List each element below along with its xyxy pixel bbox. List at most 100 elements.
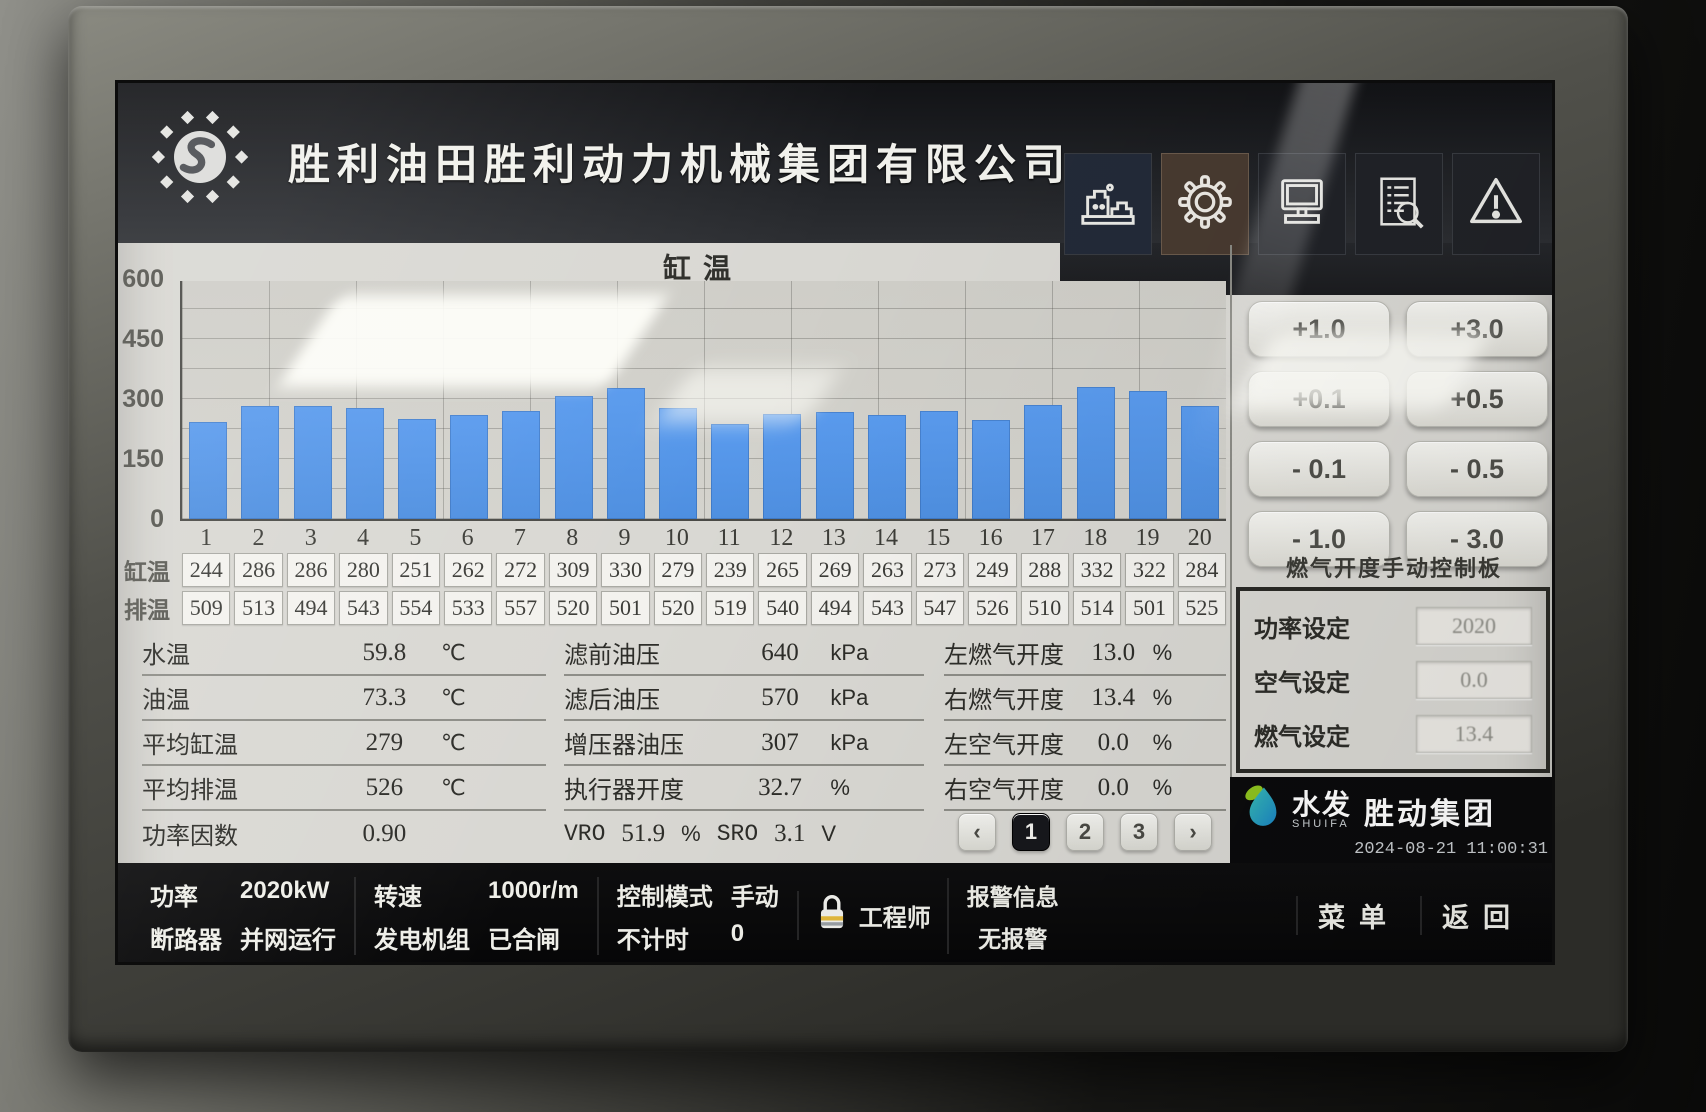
param-value: 570 — [761, 683, 799, 711]
chart-bar — [241, 405, 280, 519]
x-tick-label: 11 — [717, 525, 741, 551]
page-1-button[interactable]: 1 — [1012, 813, 1050, 851]
adjust-minus-1.0-button[interactable]: - 1.0 — [1248, 511, 1390, 567]
cyl-temp-cell: 330 — [601, 553, 650, 587]
page-2-button[interactable]: 2 — [1066, 813, 1104, 851]
gas-setpoint-field[interactable]: 13.4 — [1416, 715, 1532, 753]
status-value: 0 — [730, 919, 745, 947]
chart-bar — [502, 411, 541, 519]
setpoint-row: 燃气设定 13.4 — [1254, 715, 1532, 753]
x-tick-label: 15 — [926, 525, 951, 551]
exh-temp-cell: 543 — [863, 591, 912, 625]
status-group: 转速 1000r/m 发电机组 已合闸 — [354, 876, 597, 955]
brand-name-cn: 水发 — [1292, 789, 1353, 820]
param-label: 水温 — [142, 642, 190, 669]
cyl-temp-cell: 249 — [968, 553, 1017, 587]
param-unit: % — [1152, 684, 1173, 710]
x-tick-label: 3 — [304, 525, 317, 551]
param-label: SRO — [716, 820, 759, 847]
cyl-temp-cell: 239 — [706, 553, 755, 587]
status-value: 并网运行 — [240, 926, 336, 954]
menu-button[interactable]: 菜单 — [1296, 896, 1420, 935]
adjust-minus-3.0-button[interactable]: - 3.0 — [1406, 511, 1548, 567]
status-value: 2020kW — [240, 876, 330, 904]
chart-bar — [919, 410, 958, 519]
adjust-minus-0.1-button[interactable]: - 0.1 — [1248, 441, 1390, 497]
page-prev-button[interactable]: ‹ — [958, 813, 996, 851]
company-emblem-icon — [148, 105, 252, 214]
param-label: 平均排温 — [142, 777, 238, 804]
cyl-temp-cell: 262 — [444, 553, 493, 587]
cyl-temp-row-label: 缸温 — [124, 559, 170, 585]
back-button[interactable]: 返回 — [1420, 896, 1544, 935]
nav-genset-button[interactable] — [1064, 153, 1152, 255]
param-label: 功率因数 — [142, 823, 238, 850]
engineer-login-button[interactable]: 工程师 — [796, 891, 947, 940]
param-label: 执行器开度 — [564, 777, 684, 804]
nav-settings-button[interactable] — [1161, 153, 1249, 255]
chart-bar — [1128, 391, 1167, 519]
cyl-temp-cell: 284 — [1177, 553, 1227, 587]
param-label: 平均缸温 — [142, 732, 238, 759]
cyl-temp-cell: 332 — [1072, 553, 1122, 587]
nav-alarm-button[interactable] — [1452, 153, 1540, 255]
adjust-minus-0.5-button[interactable]: - 0.5 — [1406, 441, 1548, 497]
nav-monitor-button[interactable] — [1258, 153, 1346, 255]
param-value: 0.0 — [1097, 773, 1129, 801]
setpoint-panel: 功率设定 2020 空气设定 0.0 燃气设定 13.4 — [1236, 587, 1550, 773]
exh-temp-cell: 514 — [1072, 591, 1122, 625]
param-row: 滤前油压 640 kPa — [564, 631, 924, 676]
status-label: 控制模式 — [616, 883, 713, 911]
x-tick-label: 6 — [461, 525, 474, 551]
x-tick-label: 14 — [874, 525, 898, 551]
param-column-1: 水温 59.8 ℃ 油温 73.3 ℃ 平均缸温 279 ℃ 平均排温 526 ℃ 功率因数 0.90 — [142, 631, 546, 856]
page-next-button[interactable]: › — [1174, 813, 1212, 851]
y-tick-label: 150 — [122, 445, 164, 474]
param-value: 526 — [365, 773, 404, 801]
x-tick-label: 13 — [821, 525, 846, 551]
param-value: 640 — [761, 638, 799, 666]
alarm-info-button[interactable]: 报警信息 无报警 — [946, 877, 1077, 954]
adjust-plus-3.0-button[interactable]: +3.0 — [1406, 301, 1548, 357]
nav-report-button[interactable] — [1355, 153, 1443, 255]
param-unit: ℃ — [440, 639, 466, 665]
cyl-temp-cell: 263 — [863, 553, 912, 587]
x-tick-label: 12 — [769, 525, 794, 551]
exh-temp-cell: 494 — [286, 591, 336, 625]
exh-temp-cell: 519 — [706, 591, 755, 625]
page-3-button[interactable]: 3 — [1120, 813, 1158, 851]
x-tick-label: 16 — [978, 525, 1003, 551]
cyl-temp-cell: 288 — [1020, 553, 1069, 587]
chart-bar — [293, 405, 332, 519]
y-tick-label: 600 — [122, 265, 164, 294]
y-tick-label: 450 — [122, 325, 164, 354]
cyl-temp-cell: 309 — [548, 553, 598, 587]
param-unit: kPa — [830, 729, 869, 755]
chart-title: 缸温 — [662, 253, 743, 284]
param-row: 增压器油压 307 kPa — [564, 721, 924, 766]
adjust-plus-0.5-button[interactable]: +0.5 — [1406, 371, 1548, 427]
param-unit: ℃ — [440, 684, 466, 710]
param-label: 左燃气开度 — [944, 642, 1064, 669]
x-tick-label: 9 — [618, 525, 631, 551]
power-setpoint-field[interactable]: 2020 — [1416, 607, 1532, 645]
param-label: VRO — [564, 820, 606, 847]
param-row: 右空气开度 0.0% — [944, 766, 1226, 811]
exh-temp-cell: 526 — [968, 591, 1017, 625]
nav-icon-bar — [1064, 153, 1540, 255]
adjust-plus-1.0-button[interactable]: +1.0 — [1248, 301, 1390, 357]
x-tick-label: 7 — [513, 525, 526, 551]
adjust-plus-0.1-button[interactable]: +0.1 — [1248, 371, 1390, 427]
param-unit: ℃ — [440, 774, 466, 800]
air-setpoint-field[interactable]: 0.0 — [1416, 661, 1532, 699]
x-tick-label: 8 — [566, 525, 579, 551]
param-value: 13.0 — [1091, 638, 1136, 666]
param-row: 平均缸温 279 ℃ — [142, 721, 546, 766]
param-label: 滤后油压 — [564, 687, 660, 714]
chart-bar — [658, 408, 697, 519]
chart-bar — [606, 388, 645, 519]
exh-temp-row-label: 排温 — [124, 597, 170, 623]
engineer-lock-icon — [815, 891, 849, 940]
datetime: 2024-08-21 11:00:31 — [1354, 840, 1548, 859]
param-label: 增压器油压 — [564, 732, 684, 759]
